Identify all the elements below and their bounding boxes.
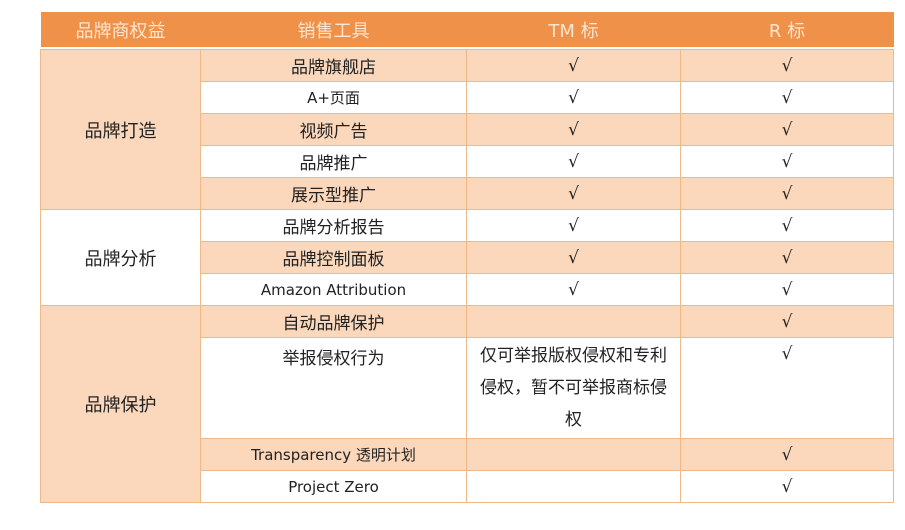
tm-cell: √ — [466, 81, 681, 114]
table-row: 品牌打造 品牌旗舰店 √ √ — [40, 49, 894, 210]
tm-cell: √ — [466, 209, 681, 242]
tm-cell — [466, 305, 681, 338]
tm-cell: √ — [466, 177, 681, 210]
r-cell: √ — [680, 81, 894, 114]
table-row: A+页面 √ √ — [41, 81, 894, 114]
header-r: R 标 — [680, 12, 894, 47]
table-row: Transparency 透明计划 √ — [41, 438, 894, 471]
r-cell: √ — [680, 49, 894, 82]
tool-cell: 品牌推广 — [200, 145, 467, 178]
group-label: 品牌保护 — [40, 305, 201, 503]
header-tool: 销售工具 — [200, 12, 467, 47]
table-body: 品牌打造 品牌旗舰店 √ √ A+页面 √ √ 视频广告 √ √ 品牌推广 √ √ 展示型推广 √ √ 品牌分析… — [40, 49, 894, 503]
tm-cell — [466, 438, 681, 471]
tool-cell: 举报侵权行为 — [200, 337, 467, 439]
table-row: 品牌保护 自动品牌保护 √ — [40, 305, 894, 503]
r-cell: √ — [680, 145, 894, 178]
r-cell: √ — [680, 337, 894, 439]
tm-cell: √ — [466, 113, 681, 146]
tool-cell: Transparency 透明计划 — [200, 438, 467, 471]
r-cell: √ — [680, 177, 894, 210]
table-row: 品牌控制面板 √ √ — [41, 241, 894, 274]
table-row: 举报侵权行为 仅可举报版权侵权和专利侵权，暂不可举报商标侵权 √ — [41, 337, 894, 439]
r-cell: √ — [680, 113, 894, 146]
tm-cell — [466, 470, 681, 503]
header-tm: TM 标 — [466, 12, 681, 47]
brand-benefits-table: 品牌商权益 销售工具 TM 标 R 标 品牌打造 品牌旗舰店 √ √ A+页面 √ √ 视频广… — [40, 12, 894, 503]
tool-cell: 品牌控制面板 — [200, 241, 467, 274]
tm-cell: √ — [466, 49, 681, 82]
group-label: 品牌打造 — [40, 49, 201, 210]
table-row: 品牌分析 品牌分析报告 √ √ — [40, 209, 894, 306]
r-cell: √ — [680, 273, 894, 306]
header-benefit: 品牌商权益 — [40, 12, 201, 47]
tool-cell: 自动品牌保护 — [200, 305, 467, 338]
r-cell: √ — [680, 241, 894, 274]
tool-cell: 品牌旗舰店 — [200, 49, 467, 82]
tm-cell: √ — [466, 241, 681, 274]
r-cell: √ — [680, 305, 894, 338]
tool-cell: Amazon Attribution — [200, 273, 467, 306]
r-cell: √ — [680, 470, 894, 503]
tm-cell: √ — [466, 273, 681, 306]
table-row: 展示型推广 √ √ — [41, 177, 894, 210]
tool-cell: Project Zero — [200, 470, 467, 503]
tool-cell: A+页面 — [200, 81, 467, 114]
tm-cell: √ — [466, 145, 681, 178]
tm-cell: 仅可举报版权侵权和专利侵权，暂不可举报商标侵权 — [466, 337, 681, 439]
tool-cell: 展示型推广 — [200, 177, 467, 210]
header-row: 品牌商权益 销售工具 TM 标 R 标 — [40, 12, 894, 47]
r-cell: √ — [680, 209, 894, 242]
table-row: Project Zero √ — [41, 470, 894, 503]
group-label: 品牌分析 — [40, 209, 201, 306]
table-row: 品牌推广 √ √ — [41, 145, 894, 178]
tool-cell: 品牌分析报告 — [200, 209, 467, 242]
r-cell: √ — [680, 438, 894, 471]
tool-cell: 视频广告 — [200, 113, 467, 146]
